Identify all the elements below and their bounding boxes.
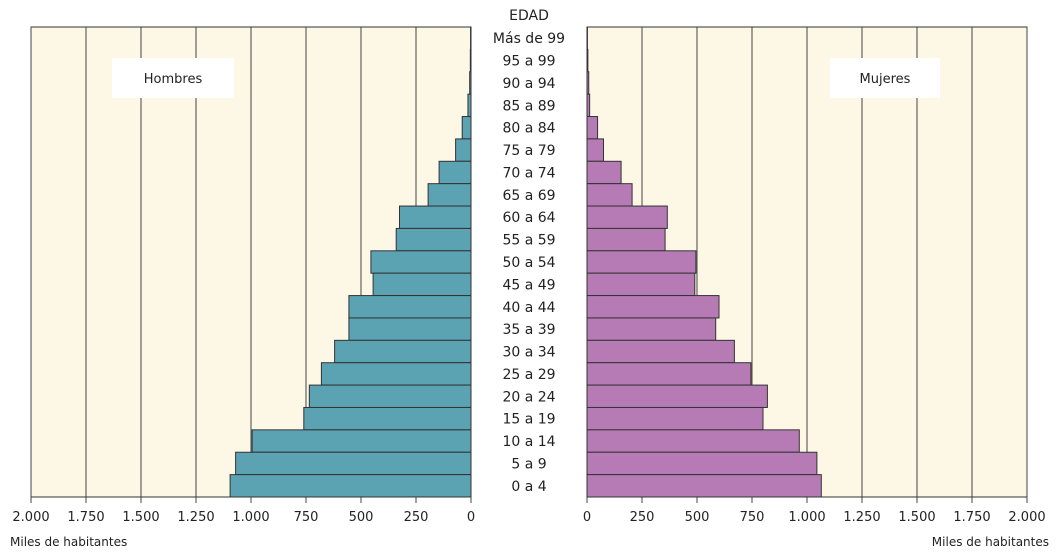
mujeres-bar (586, 272, 696, 297)
x-axis-label-left: Miles de habitantes (10, 535, 127, 549)
age-group-label: 80 a 84 (502, 121, 555, 137)
mujeres-tick-label: 0 (583, 510, 591, 525)
hombres-bar (348, 295, 472, 319)
mujeres-bar (586, 93, 591, 118)
mujeres-bar (586, 227, 666, 252)
hombres-tick-label: 0 (467, 510, 475, 525)
hombres-tick-label: 500 (349, 510, 374, 525)
mujeres-bar (586, 384, 768, 408)
hombres-bar (308, 384, 472, 408)
hombres-bar (399, 205, 472, 229)
mujeres-panel: 0 250 500 750 1.000 1.250 1.500 1.750 2.000 Mujer… (583, 26, 1046, 525)
mujeres-tick-label: 750 (740, 510, 765, 525)
age-group-label: 40 a 44 (502, 300, 555, 316)
age-group-label: 70 a 74 (502, 165, 555, 181)
age-group-label: 95 a 99 (502, 54, 555, 70)
hombres-bar (438, 160, 472, 185)
x-axis-label-right: Miles de habitantes (932, 535, 1049, 549)
hombres-tick-label: 1.500 (122, 510, 159, 525)
hombres-bar (469, 48, 472, 73)
age-group-label: 30 a 34 (502, 345, 555, 361)
mujeres-legend-label: Mujeres (860, 72, 911, 87)
hombres-bar (395, 227, 472, 252)
age-group-label: 65 a 69 (502, 188, 555, 204)
hombres-tick-label: 2.000 (12, 510, 49, 525)
hombres-bar (372, 272, 472, 297)
age-group-label: 20 a 24 (502, 389, 555, 405)
hombres-tick-label: 1.750 (67, 510, 104, 525)
hombres-tick-label: 1.250 (177, 510, 214, 525)
hombres-tick-label: 250 (404, 510, 429, 525)
hombres-tick-label: 1.000 (232, 510, 269, 525)
hombres-bar (235, 451, 472, 476)
age-group-label: 35 a 39 (502, 322, 555, 338)
hombres-bar (427, 183, 472, 207)
age-group-label: 5 a 9 (511, 456, 546, 472)
hombres-legend-box (112, 58, 234, 98)
chart-title: EDAD (509, 8, 549, 24)
hombres-bar (461, 116, 472, 140)
hombres-legend-label: Hombres (144, 72, 203, 87)
mujeres-legend-box (830, 58, 940, 98)
hombres-bar (469, 71, 472, 95)
hombres-bar (455, 138, 472, 162)
mujeres-bar (586, 406, 764, 431)
age-group-label: 60 a 64 (502, 210, 555, 226)
age-group-label: 90 a 94 (502, 76, 555, 92)
hombres-bar (334, 339, 472, 364)
mujeres-tick-label: 500 (685, 510, 710, 525)
mujeres-bar (586, 451, 818, 476)
age-group-label: Más de 99 (493, 31, 565, 47)
age-group-label: 45 a 49 (502, 277, 555, 293)
mujeres-bar (586, 250, 697, 274)
age-group-label: 25 a 29 (502, 367, 555, 383)
hombres-bar (370, 250, 472, 274)
mujeres-tick-label: 1.000 (788, 510, 825, 525)
mujeres-tick-label: 2.000 (1008, 510, 1045, 525)
age-group-label: 15 a 19 (502, 412, 555, 428)
mujeres-bar (586, 160, 622, 185)
age-group-label: 50 a 54 (502, 255, 555, 271)
hombres-panel: 2.000 1.750 1.500 1.250 1.000 750 500 250 0 Hombr… (12, 26, 475, 525)
hombres-bar (251, 429, 472, 453)
hombres-bar (348, 317, 472, 341)
hombres-bar (303, 406, 472, 431)
hombres-bar (229, 474, 472, 498)
mujeres-bar (586, 71, 590, 95)
mujeres-bar (586, 429, 800, 453)
mujeres-tick-label: 1.250 (843, 510, 880, 525)
age-labels: Más de 99 95 a 99 90 a 94 85 a 89 80 a 84 75 … (493, 31, 565, 495)
mujeres-bar (586, 205, 668, 229)
mujeres-bar (586, 295, 720, 319)
age-group-label: 85 a 89 (502, 98, 555, 114)
mujeres-tick-label: 1.500 (898, 510, 935, 525)
age-group-label: 10 a 14 (502, 434, 555, 450)
mujeres-bar (586, 138, 604, 162)
hombres-bar (467, 93, 472, 118)
age-group-label: 0 a 4 (511, 479, 546, 495)
mujeres-tick-label: 1.750 (953, 510, 990, 525)
mujeres-bar (586, 116, 599, 140)
mujeres-bar (586, 48, 589, 73)
mujeres-tick-label: 250 (630, 510, 655, 525)
age-group-label: 75 a 79 (502, 143, 555, 159)
mujeres-bar (586, 362, 752, 386)
mujeres-bar (586, 317, 717, 341)
hombres-bar (320, 362, 472, 386)
mujeres-bar (586, 183, 633, 207)
mujeres-bar (586, 474, 822, 498)
mujeres-bar (586, 339, 735, 364)
hombres-tick-label: 750 (294, 510, 319, 525)
age-group-label: 55 a 59 (502, 233, 555, 249)
